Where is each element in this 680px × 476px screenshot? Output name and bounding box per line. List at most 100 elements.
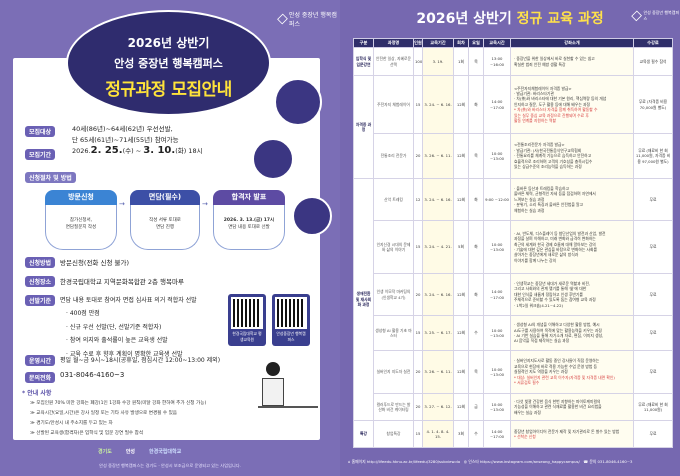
step-line: 면담질문지 작성 <box>65 225 97 230</box>
sessions-cell: 12회 <box>453 350 469 394</box>
table-row: 인지신경 시대의 문제와 삶의 이야기 15 3. 24. ~ 4. 21. 5회 화 1… <box>354 220 673 274</box>
table-header-row: 구분 과정명 인원 교육기간 회차 요일 교육시간 강좌소개 수강료 <box>353 38 673 48</box>
table-row: 생성형 AI 활용 기초 마스터 15 3. 25. ~ 6. 17. 12회 수 10:… <box>354 315 673 351</box>
column-header: 교육시간 <box>483 38 511 48</box>
sessions-cell: 12회 <box>453 178 469 221</box>
weekday-cell: 화 <box>468 273 484 316</box>
period-end: 3. 10. <box>143 145 176 156</box>
notice-title: * 안내 사항 <box>22 390 52 397</box>
step-body: 2026. 3. 13.(금) 17시 면담 내용 토대로 선발 <box>213 205 285 250</box>
qr-code-campus[interactable]: 안성중장년 행복캠퍼스 <box>272 294 310 346</box>
phone-icon: ☎ <box>583 459 589 464</box>
sessions-cell: 5회 <box>453 220 469 274</box>
description-cell: · 실버인지지도사로 활동 중인 강사들이 직접 운영하는 교육으로 현장에 바… <box>510 350 634 394</box>
description-line: · 기술에 대한 깊은 관심을 바탕으로 변화하는 사회를 <box>514 247 598 252</box>
period-cell: 3. 25. ~ 6. 17. <box>422 315 454 351</box>
period-text: 2026.2. 25.(수) ~ 3. 10.(화) 18시 <box>72 145 203 156</box>
course-name-cell: 전통조리 전문가 <box>373 133 414 179</box>
table-row: 생애전환 및 재사회화 과정 산악 트레킹 12 3. 24. ~ 6. 16. 12회… <box>353 178 673 421</box>
description-line: 배우는 실습 과정 <box>514 409 541 415</box>
step-title: 면담(필수) <box>130 190 200 205</box>
description-line: · 중장년을 위한 일상에서 바로 실천할 수 있는 쉽고 <box>514 56 595 62</box>
sponsor-gyeonggi-logo: 경기도 <box>98 449 112 455</box>
description-line: 그리고 사회와의 관계 맺기를 통해 '앎'에 대한 <box>514 286 587 292</box>
description-note: * 대상: 실버인지 관련 교육 이수자(자격증 및 자격증 내면 확인) <box>514 374 615 380</box>
notice-item: ≫ 선발된 교육생(합격자)은 입학식 및 입문 강연 필수 참석 <box>30 431 144 436</box>
headcount-cell: 100 <box>413 47 423 76</box>
description-line: 대한 인식을 새롭게 정립하고 인생 후반기를 <box>514 291 583 297</box>
column-header: 강좌소개 <box>510 38 634 48</box>
hours-text: 평일 월~금 9시~18시(공휴일, 점심시간 12:00~13:00 제외) <box>60 357 221 364</box>
phone-text: 문의 031-8046-4160~3 <box>589 459 633 464</box>
instagram-icon: ◎ <box>463 459 468 464</box>
category-cell: 특강 <box>353 420 374 448</box>
sessions-cell: 12회 <box>453 393 469 421</box>
description-line: · 다섯 빛깔 건강한 음식 한번 지향하는 파이토케미컬의 <box>514 398 601 404</box>
campus-logo: 안성 중장년 행복캠퍼스 <box>631 10 680 22</box>
homepage-link[interactable]: 홈페이지 http://lifeedu.hknu.ac.kr/lifeedu/3… <box>351 459 461 464</box>
qr-code-hknu[interactable]: 한경국립대학교 평생교육원 <box>228 294 266 346</box>
contact-text: 031-8046-4160~3 <box>60 371 125 379</box>
headcount-cell: 20 <box>413 393 423 421</box>
period-cell: 4. 1. 4. 8. 4. 15. <box>422 420 454 448</box>
instagram-link[interactable]: 인스타 https://www.instagram.com/anseong_ha… <box>468 459 580 464</box>
weekday-cell: 수 <box>468 420 484 448</box>
course-table: 구분 과정명 인원 교육기간 회차 요일 교육시간 강좌소개 수강료 입학식 및 입문강연 안전한… <box>353 38 673 448</box>
time-cell: 14:00 ~17:00 <box>483 420 511 448</box>
fee-cell: 무료 (자격증 비용 70,000원 별도) <box>633 75 673 134</box>
period-start-day: (수) <box>122 147 134 155</box>
course-name-cell: 산악 트레킹 <box>373 178 414 221</box>
column-header: 구분 <box>353 38 374 48</box>
notice-item: ≫ 경기도/안성시 내 주소지를 두고 있는 자 <box>30 421 113 426</box>
period-cell: 3. 24. ~ 6. 16. <box>422 178 454 221</box>
category-cell: 자격증 과정 <box>353 75 374 179</box>
description-line: 체험하는 실습 과정 <box>514 207 545 213</box>
step-body: 작성 서류 토대로 면담 진행 <box>130 205 200 250</box>
headcount-cell: 15 <box>413 315 423 351</box>
period-cell: 3. 24. ~ 6. 16. <box>422 273 454 316</box>
time-cell: 14:00 ~17:00 <box>483 273 511 316</box>
fee-cell: 무료 <box>633 350 673 394</box>
description-line: · 올바른 등산과 트레킹을 학습하고 <box>514 185 569 191</box>
description-line: <주전자지체험레이어 자격증 발급> <box>514 85 572 91</box>
time-cell: 10:00 ~13:00 <box>483 315 511 351</box>
description-line: 교육으로 현장에 바로 적용 가능한 수업 운영 방법 등 <box>514 363 598 369</box>
fee-cell: 무료 <box>633 273 673 316</box>
title-campus: 안성 중장년 행복캠퍼스 <box>114 57 223 70</box>
fee-cell: 교육생 필수 참석 <box>633 47 673 76</box>
description-cell: · AI, 반도체, 디스플레이 등 첨단산업의 발전과 산업, 발전 과정을 … <box>510 220 634 274</box>
poster-footer: 안성 중장년 행복캠퍼스는 경기도 · 안성시 보조금으로 운영되고 있는 사업… <box>99 463 241 468</box>
column-header: 인원 <box>413 38 423 48</box>
description-line: · 분위기, 소리 특징과 올바른 안전법을 알고 <box>514 202 584 208</box>
target-label: 모집대상 <box>25 126 56 137</box>
illustration-presenter-icon <box>252 138 294 180</box>
headcount-cell: 20 <box>413 273 423 316</box>
headcount-cell: 20 <box>413 133 423 179</box>
column-header: 수강료 <box>633 38 673 48</box>
description-line: · 1박2일 워크숍(4.21~4.22) <box>514 302 563 308</box>
period-cell: 3. 24. ~ 6. 16. <box>422 75 454 134</box>
description-line: AI도구를 사용하여 목적에 맞는 활용능력을 키우는 과정 <box>514 327 602 333</box>
step-line: 2026. 3. 13.(금) 17시 <box>223 218 275 223</box>
method-label: 신청방법 <box>25 257 56 268</box>
table-row: 실버인지 지도자 실전 20 3. 26. ~ 6. 11. 12회 목 10:00 ~1… <box>354 350 673 394</box>
category-cell: 생애전환 및 재사회화 과정 <box>353 178 374 421</box>
description-cell: · 다섯 빛깔 건강한 음식 한번 지향하는 파이토케미컬의 기능성을 이해하고… <box>510 393 634 421</box>
table-row: 특강 창업특강 15 4. 1. 4. 8. 4. 15. 3회 수 14:00 ~17:0… <box>353 420 673 448</box>
home-icon: ⌂ <box>348 459 351 464</box>
column-header: 회차 <box>453 38 469 48</box>
period-sep: ~ <box>135 147 142 155</box>
campus-logo: 안성 중장년 행복캠퍼스 <box>277 10 340 28</box>
qr-icon <box>231 297 263 329</box>
period-cell: 3. 27. ~ 6. 12. <box>422 393 454 421</box>
title-oval: 2026년 상반기 안성 중장년 행복캠퍼스 정규과정 모집안내 <box>66 10 271 116</box>
time-cell: 14:00 ~17:00 <box>483 75 511 134</box>
description-line: <전통조리전문가 자격증 발급> <box>514 142 565 148</box>
period-cell: 3. 19. <box>422 47 454 76</box>
course-name-cell: 실버인지 지도자 실전 <box>373 350 414 394</box>
target-line2: 단 65세(61년)~71세(55년) 참여가능 <box>72 136 179 144</box>
place-text: 한경국립대학교 지역문화복합관 2층 행복마루 <box>60 278 184 286</box>
description-line: 주체적으로 준비할 수 있도록 돕는 참여형 교육 과정 <box>514 297 596 303</box>
description-line: 인지하고 질문, 도구 활용 등에 대해 배우는 과정 <box>514 101 591 107</box>
time-cell: 13:00 ~16:00 <box>483 47 511 76</box>
